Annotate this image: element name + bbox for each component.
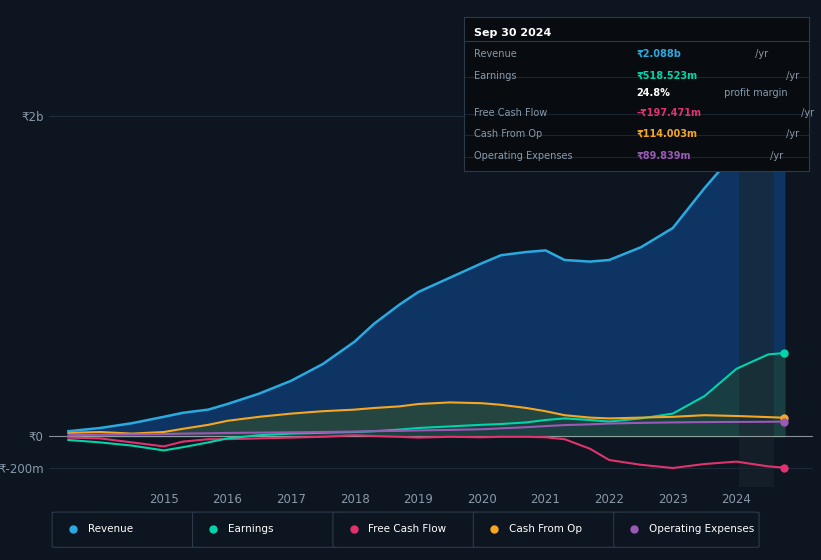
FancyBboxPatch shape — [474, 512, 619, 547]
FancyBboxPatch shape — [333, 512, 479, 547]
Text: /yr: /yr — [768, 151, 783, 161]
Text: Earnings: Earnings — [475, 71, 516, 81]
Text: -₹197.471m: -₹197.471m — [636, 108, 701, 118]
Text: Cash From Op: Cash From Op — [475, 129, 543, 139]
Text: /yr: /yr — [798, 108, 814, 118]
Text: Operating Expenses: Operating Expenses — [649, 524, 754, 534]
Text: Operating Expenses: Operating Expenses — [475, 151, 573, 161]
Text: ₹114.003m: ₹114.003m — [636, 129, 697, 139]
Text: Revenue: Revenue — [88, 524, 133, 534]
FancyBboxPatch shape — [53, 512, 198, 547]
Text: /yr: /yr — [752, 49, 768, 59]
Text: Earnings: Earnings — [228, 524, 273, 534]
Text: ₹2.088b: ₹2.088b — [636, 49, 681, 59]
Text: ₹518.523m: ₹518.523m — [636, 71, 697, 81]
FancyBboxPatch shape — [192, 512, 338, 547]
Text: ₹89.839m: ₹89.839m — [636, 151, 690, 161]
Text: Revenue: Revenue — [475, 49, 517, 59]
FancyBboxPatch shape — [613, 512, 759, 547]
Text: profit margin: profit margin — [721, 88, 787, 97]
Text: /yr: /yr — [783, 129, 799, 139]
Text: Free Cash Flow: Free Cash Flow — [475, 108, 548, 118]
Text: 24.8%: 24.8% — [636, 88, 670, 97]
Text: Sep 30 2024: Sep 30 2024 — [475, 27, 552, 38]
Text: Free Cash Flow: Free Cash Flow — [369, 524, 447, 534]
Text: Cash From Op: Cash From Op — [509, 524, 582, 534]
Text: /yr: /yr — [783, 71, 799, 81]
